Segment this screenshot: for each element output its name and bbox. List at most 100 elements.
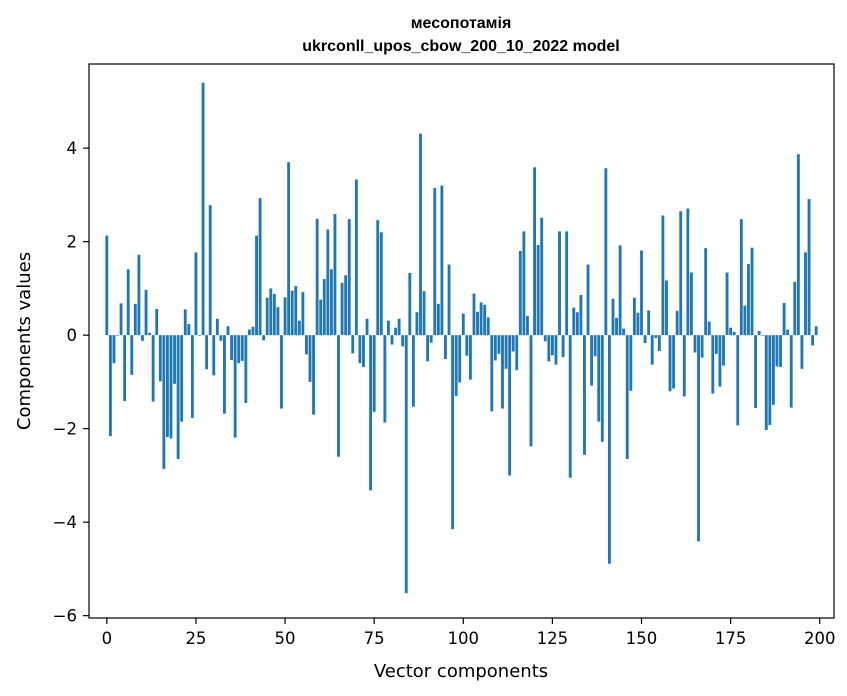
x-tick-label: 150 (626, 629, 658, 648)
bar-197 (807, 199, 811, 336)
bar-108 (490, 335, 494, 412)
bar-49 (280, 335, 283, 409)
bar-132 (575, 312, 579, 336)
bar-92 (433, 187, 437, 336)
bar-31 (215, 318, 219, 336)
y-tick-label: 4 (67, 139, 78, 158)
bar-99 (458, 335, 462, 383)
bar-19 (173, 335, 176, 384)
bar-94 (440, 185, 444, 336)
x-tick-label: 50 (275, 629, 296, 648)
chart-title: месопотамія (411, 15, 512, 32)
y-tick-label: 0 (67, 326, 78, 345)
bar-95 (444, 335, 447, 359)
x-tick-label: 25 (185, 629, 206, 648)
bar-181 (750, 247, 754, 336)
bar-91 (429, 335, 433, 343)
bar-75 (372, 335, 376, 412)
bar-136 (590, 335, 594, 386)
bar-117 (522, 231, 526, 336)
bar-16 (162, 335, 166, 469)
bar-162 (682, 335, 686, 397)
bar-163 (686, 208, 690, 336)
y-tick-label: −6 (53, 607, 77, 626)
bar-142 (611, 298, 615, 336)
bar-67 (344, 275, 348, 336)
bar-43 (258, 198, 262, 336)
bar-74 (369, 335, 373, 491)
bar-139 (600, 335, 604, 442)
bar-78 (383, 335, 387, 423)
bar-147 (629, 335, 633, 391)
bar-160 (675, 310, 679, 336)
bar-141 (608, 335, 611, 564)
bar-33 (223, 335, 226, 414)
bar-3 (116, 335, 119, 336)
bar-12 (148, 332, 152, 336)
bar-189 (779, 335, 782, 367)
bar-9 (137, 254, 141, 336)
bar-40 (247, 329, 251, 336)
x-tick-label: 0 (102, 629, 113, 648)
bar-44 (262, 335, 266, 341)
x-tick-label: 125 (537, 629, 569, 648)
bar-114 (511, 335, 515, 352)
bar-128 (561, 335, 565, 358)
bar-32 (219, 335, 223, 341)
x-tick-label: 75 (364, 629, 385, 648)
bar-180 (747, 264, 750, 336)
y-tick-label: −4 (53, 513, 77, 532)
chart-subtitle: ukrconll_upos_cbow_200_10_2022 model (302, 38, 619, 55)
bar-13 (151, 335, 155, 402)
bar-102 (468, 335, 472, 380)
bar-153 (650, 335, 654, 365)
bar-138 (597, 335, 601, 422)
bar-110 (497, 335, 501, 354)
bar-64 (333, 214, 337, 336)
bar-63 (329, 269, 333, 336)
bar-182 (754, 335, 757, 409)
bar-126 (554, 335, 558, 365)
bar-171 (714, 335, 718, 354)
bar-96 (447, 264, 451, 336)
bar-26 (198, 335, 201, 336)
bar-177 (736, 335, 740, 426)
bar-73 (365, 318, 369, 336)
bar-115 (515, 335, 519, 371)
bar-2 (112, 335, 116, 364)
bar-76 (376, 220, 380, 336)
bar-29 (208, 205, 212, 336)
bar-174 (725, 272, 729, 336)
bar-81 (394, 327, 397, 336)
bar-8 (133, 303, 137, 336)
bar-111 (501, 335, 504, 409)
bar-68 (347, 219, 351, 336)
bar-172 (718, 335, 722, 387)
x-tick-label: 200 (804, 629, 836, 648)
bar-47 (272, 294, 276, 336)
bar-135 (586, 264, 590, 336)
bar-193 (793, 281, 797, 336)
bar-173 (722, 335, 725, 366)
bar-146 (625, 335, 629, 460)
bar-192 (789, 335, 793, 408)
bar-86 (411, 335, 415, 407)
bar-20 (176, 335, 180, 460)
bar-124 (547, 335, 551, 362)
bar-130 (568, 335, 572, 478)
bar-1 (108, 335, 112, 437)
bar-121 (536, 244, 540, 336)
bar-61 (322, 279, 326, 336)
bar-21 (180, 335, 184, 422)
bar-18 (169, 335, 173, 439)
bar-56 (305, 335, 308, 355)
bar-166 (697, 335, 700, 542)
bar-149 (636, 312, 640, 336)
bar-17 (166, 335, 169, 438)
bar-196 (804, 252, 807, 336)
bar-190 (782, 302, 786, 336)
bar-199 (814, 326, 818, 336)
bar-70 (354, 179, 358, 336)
bar-35 (230, 335, 234, 360)
